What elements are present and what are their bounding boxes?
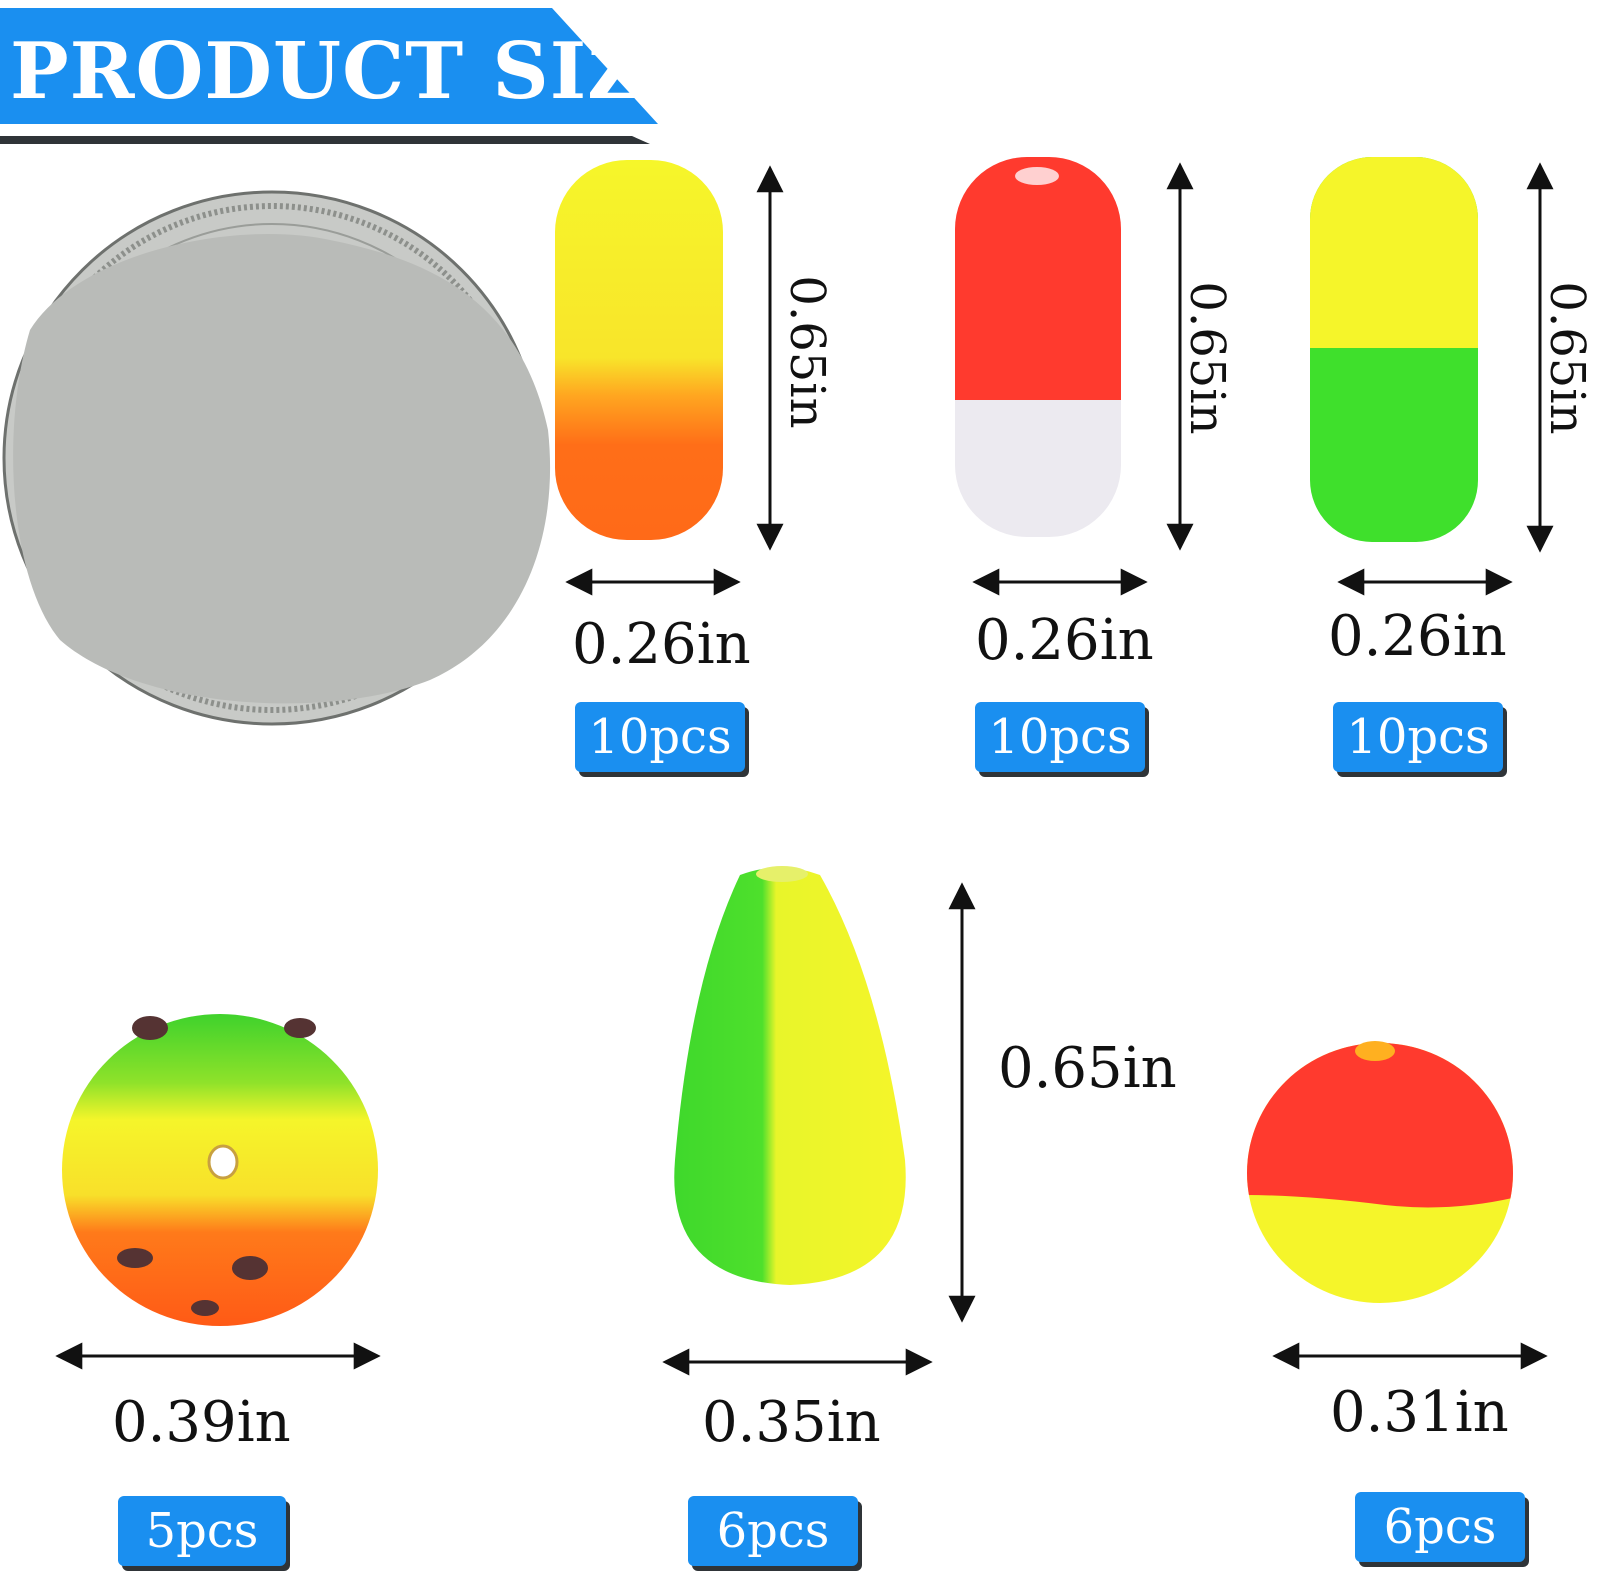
red-white-capsule-float-icon xyxy=(955,157,1121,537)
quantity-badge: 10pcs xyxy=(975,702,1145,772)
width-label: 0.39in xyxy=(112,1390,291,1455)
height-label: 0.65in xyxy=(1179,281,1235,435)
banner xyxy=(0,8,658,144)
green-yellow-orange-ball-float-icon xyxy=(62,1014,378,1326)
yellow-orange-capsule-float-icon xyxy=(555,160,723,540)
height-label: 0.65in xyxy=(1539,281,1595,435)
quantity-badge: 10pcs xyxy=(1333,702,1503,772)
quantity-badge: 5pcs xyxy=(118,1496,286,1566)
quantity-badge: 10pcs xyxy=(575,702,745,772)
red-yellow-ball-float-icon xyxy=(1247,1041,1513,1303)
banner-title: PRODUCT SIZE xyxy=(10,26,706,117)
height-label: 0.65in xyxy=(998,1036,1177,1101)
width-label: 0.26in xyxy=(975,608,1154,673)
height-label: 0.65in xyxy=(779,275,835,429)
yellow-green-capsule-float-icon xyxy=(1310,157,1478,542)
width-label: 0.31in xyxy=(1330,1380,1509,1445)
width-label: 0.26in xyxy=(1328,604,1507,669)
width-label: 0.35in xyxy=(702,1390,881,1455)
quantity-badge: 6pcs xyxy=(1355,1492,1525,1562)
green-yellow-teardrop-float-icon xyxy=(674,866,906,1285)
quantity-badge: 6pcs xyxy=(688,1496,858,1566)
width-label: 0.26in xyxy=(572,612,751,677)
coin-icon xyxy=(2,190,551,726)
